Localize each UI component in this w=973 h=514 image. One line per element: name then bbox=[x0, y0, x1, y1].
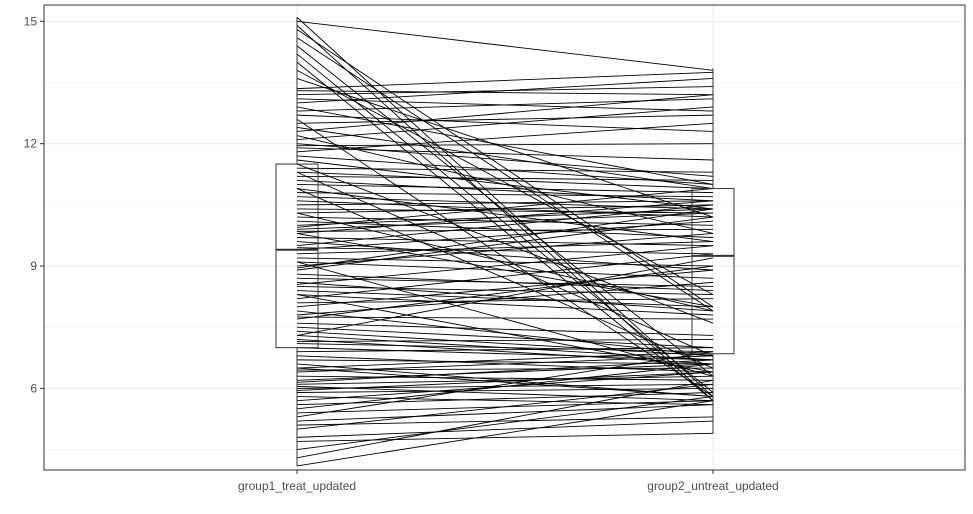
y-tick-label: 15 bbox=[24, 14, 38, 28]
pair-line bbox=[296, 253, 714, 300]
boxplot-box bbox=[691, 188, 735, 355]
pair-line bbox=[296, 188, 714, 243]
pair-line bbox=[296, 432, 714, 442]
pair-line bbox=[296, 363, 714, 381]
pair-line bbox=[296, 385, 714, 402]
y-tick-label: 9 bbox=[30, 259, 37, 273]
pair-line bbox=[296, 167, 714, 173]
pair-line bbox=[296, 330, 714, 357]
pair-lines bbox=[296, 16, 714, 467]
y-tick-label: 6 bbox=[30, 381, 37, 395]
boxplots bbox=[275, 17, 735, 466]
pair-line bbox=[296, 351, 714, 418]
y-axis: 6 9 12 15 bbox=[24, 14, 44, 395]
pair-line bbox=[296, 159, 714, 210]
pair-line bbox=[296, 212, 714, 230]
pair-line bbox=[296, 188, 714, 228]
pair-line bbox=[296, 294, 714, 373]
pair-line bbox=[296, 396, 714, 406]
pair-line bbox=[296, 208, 714, 269]
pair-line bbox=[296, 387, 714, 393]
pair-line bbox=[296, 400, 714, 467]
pair-line bbox=[296, 143, 714, 147]
pair-line bbox=[296, 147, 714, 161]
x-axis: group1_treat_updated group2_untreat_updat… bbox=[238, 470, 779, 493]
pair-line bbox=[296, 404, 714, 422]
pair-line bbox=[296, 126, 714, 189]
pair-line bbox=[296, 416, 714, 426]
pair-line bbox=[296, 277, 714, 287]
pair-line bbox=[296, 90, 714, 96]
pair-line bbox=[296, 261, 714, 377]
pair-line bbox=[296, 212, 714, 312]
pair-line bbox=[296, 228, 714, 232]
pair-line bbox=[296, 285, 714, 296]
pair-line bbox=[296, 375, 714, 385]
pair-line bbox=[296, 118, 714, 397]
pair-line bbox=[296, 216, 714, 271]
pair-line bbox=[296, 20, 714, 71]
pair-line bbox=[296, 347, 714, 361]
pair-line bbox=[296, 200, 714, 206]
pair-line bbox=[296, 322, 714, 336]
pair-line bbox=[296, 351, 714, 369]
pair-line bbox=[296, 257, 714, 336]
pair-line bbox=[296, 265, 714, 320]
pair-line bbox=[296, 241, 714, 255]
pair-line bbox=[296, 247, 714, 255]
pair-line bbox=[296, 77, 714, 104]
pair-line bbox=[296, 339, 714, 342]
pair-line bbox=[296, 420, 714, 438]
pair-line bbox=[296, 106, 714, 141]
plot-panel-border bbox=[43, 4, 966, 471]
pair-line bbox=[296, 355, 714, 373]
pair-line bbox=[296, 200, 714, 234]
pair-line bbox=[296, 71, 714, 90]
pair-line bbox=[296, 192, 714, 198]
pair-line bbox=[296, 359, 714, 383]
pair-line bbox=[296, 379, 714, 459]
pair-line bbox=[296, 175, 714, 181]
pair-line bbox=[296, 281, 714, 316]
pair-line bbox=[296, 114, 714, 124]
pair-line bbox=[296, 363, 714, 410]
pair-line bbox=[296, 326, 714, 349]
pair-line bbox=[296, 269, 714, 308]
pair-line bbox=[296, 339, 714, 365]
pair-line bbox=[296, 232, 714, 267]
pair-line bbox=[296, 184, 714, 194]
pair-line bbox=[296, 334, 714, 361]
pair-line bbox=[296, 171, 714, 190]
pair-line bbox=[296, 396, 714, 451]
pair-line bbox=[296, 392, 714, 406]
pair-line bbox=[296, 94, 714, 132]
pair-line bbox=[296, 375, 714, 381]
pair-line bbox=[296, 220, 714, 238]
pair-line bbox=[296, 69, 714, 296]
pair-line bbox=[296, 316, 714, 320]
y-tick-label: 12 bbox=[24, 137, 38, 151]
pair-line bbox=[296, 245, 714, 285]
pair-line bbox=[296, 77, 714, 218]
pair-line bbox=[296, 241, 714, 271]
pair-line bbox=[296, 122, 714, 153]
pair-line bbox=[296, 29, 714, 308]
x-tick-label: group1_treat_updated bbox=[238, 479, 356, 493]
pair-line bbox=[296, 188, 714, 369]
pair-line bbox=[296, 347, 714, 353]
pair-line bbox=[296, 53, 714, 393]
pair-line bbox=[296, 179, 714, 202]
x-tick-label: group2_untreat_updated bbox=[647, 479, 778, 493]
pair-line bbox=[296, 367, 714, 398]
pair-line bbox=[296, 171, 714, 357]
pair-line bbox=[296, 208, 714, 214]
pair-line bbox=[296, 204, 714, 247]
pair-line bbox=[296, 294, 714, 316]
pair-line bbox=[296, 371, 714, 391]
pair-line bbox=[296, 143, 714, 177]
boxplot-box bbox=[275, 163, 319, 349]
pair-line bbox=[296, 298, 714, 304]
